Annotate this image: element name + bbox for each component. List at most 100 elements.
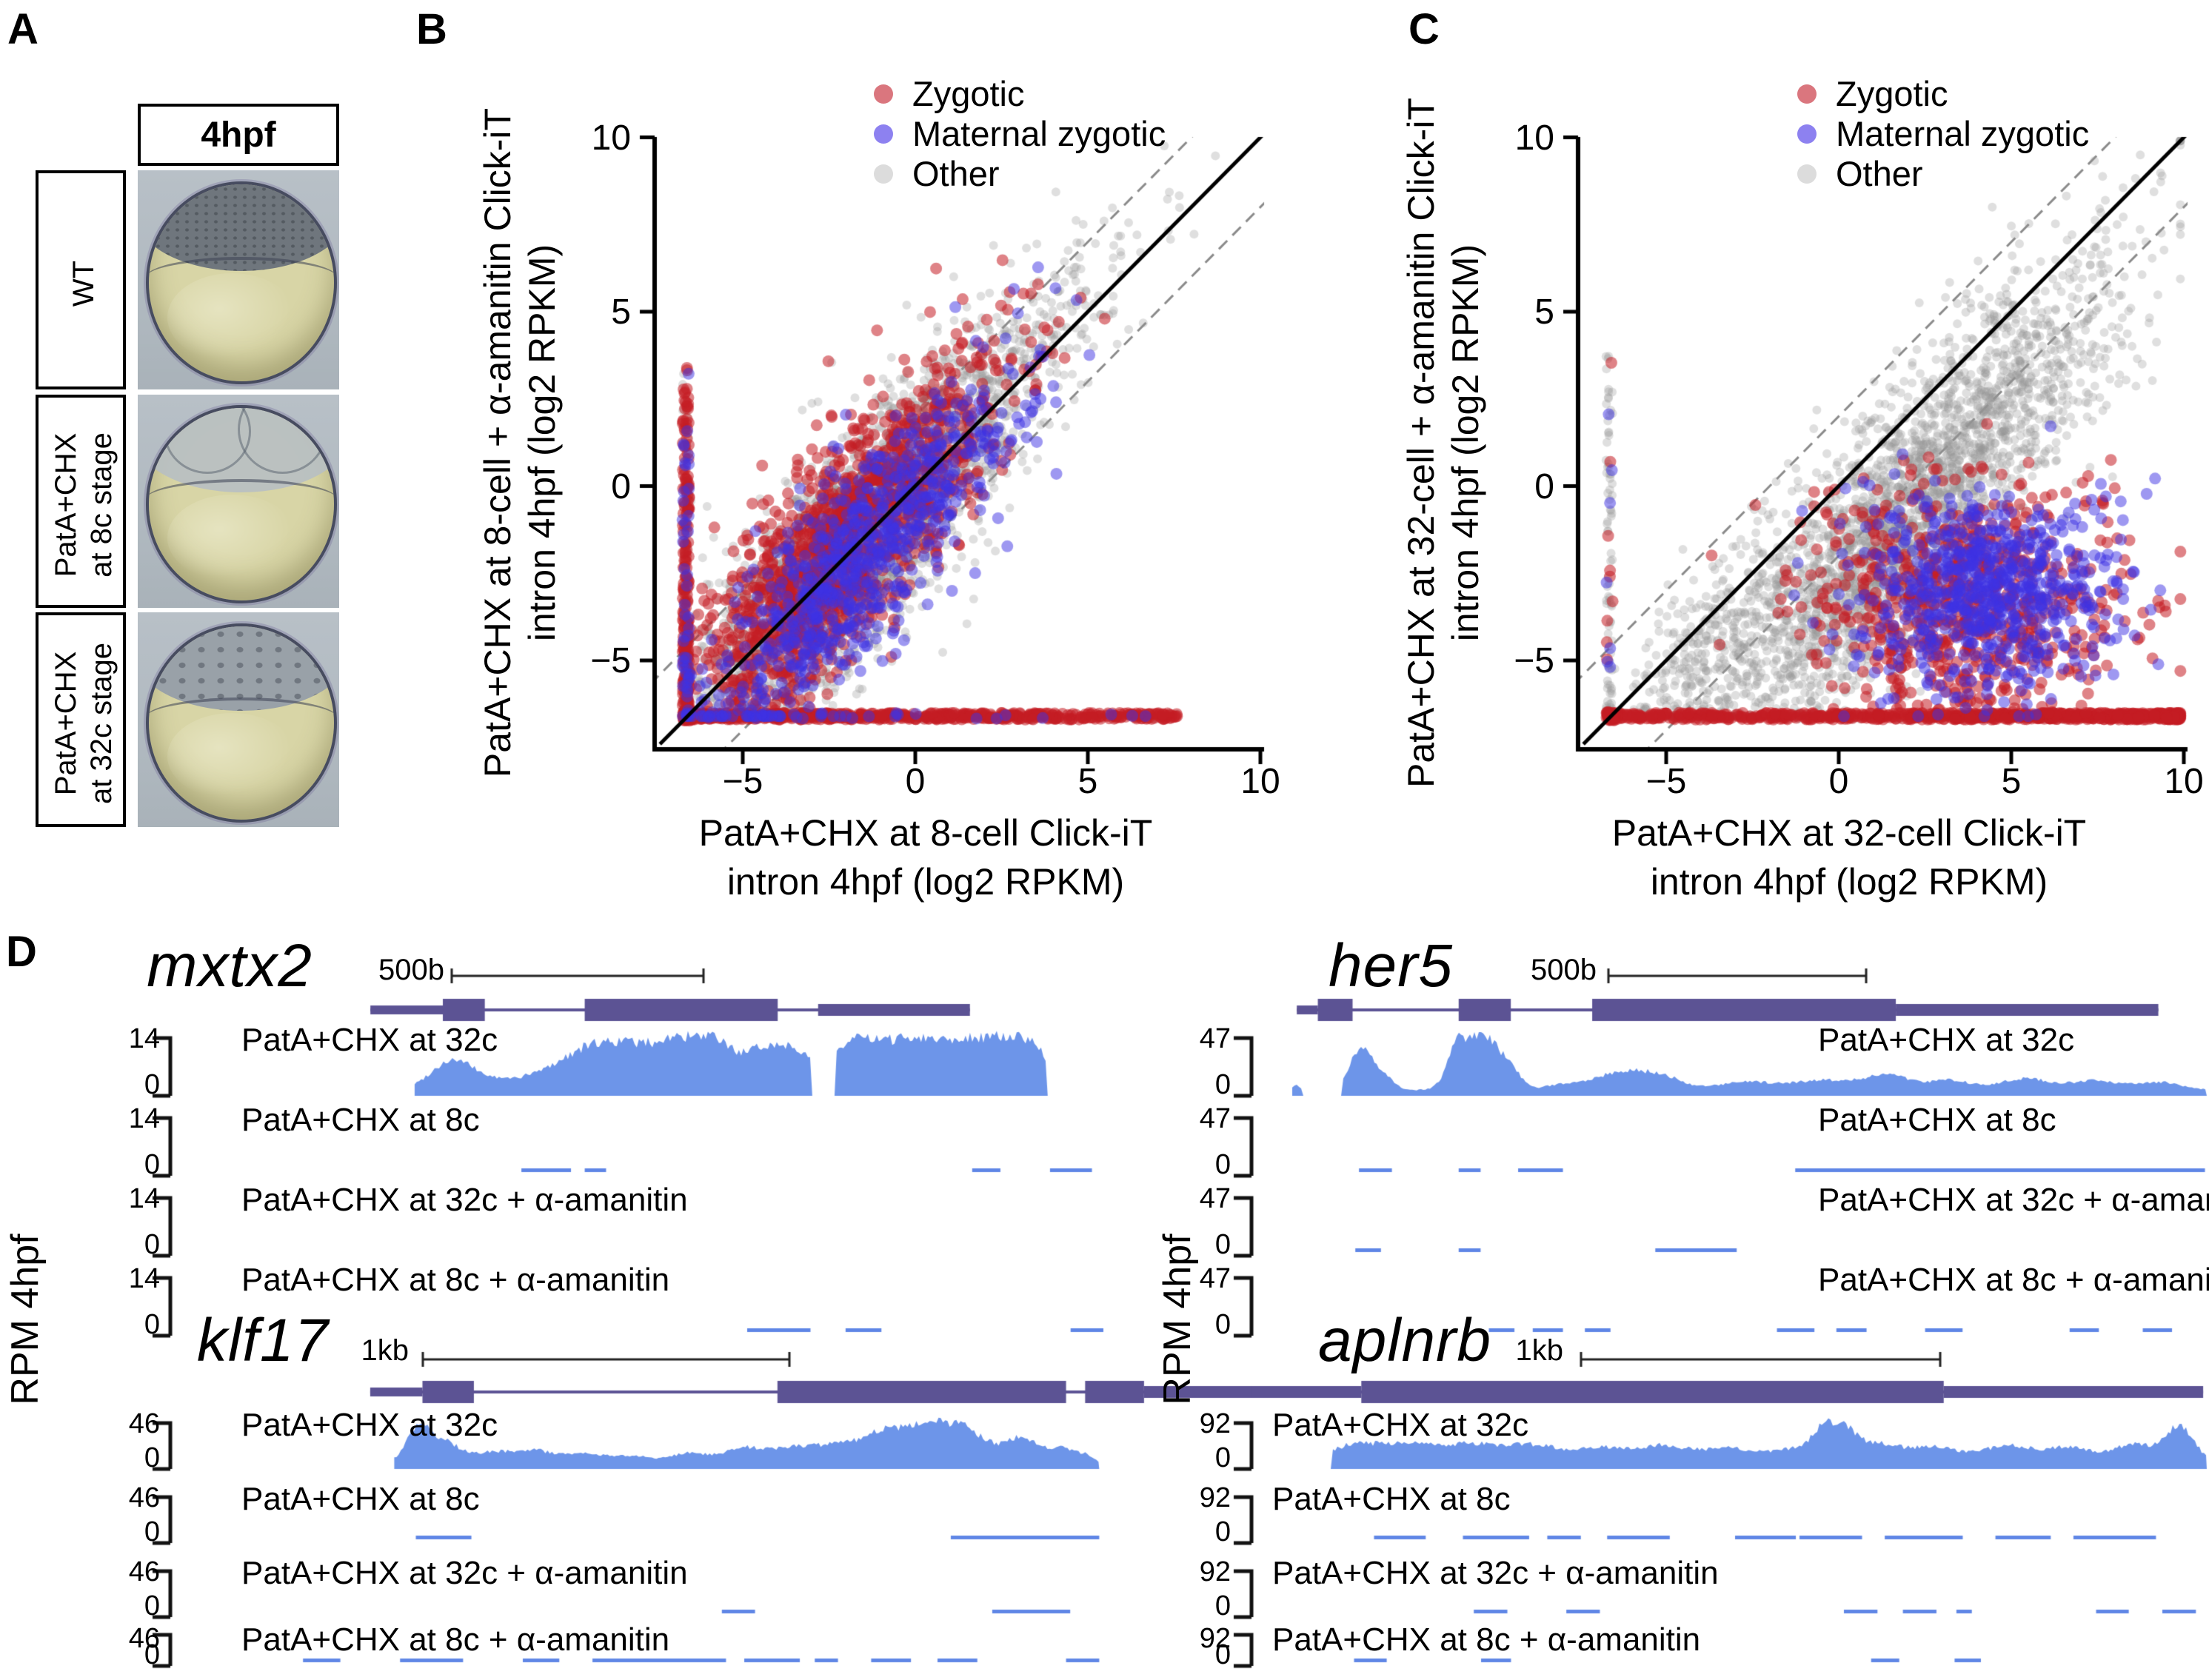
blastoderm-wt bbox=[148, 184, 335, 272]
y-tick-label: −5 bbox=[1514, 641, 1554, 680]
track-ymax: 47 bbox=[1199, 1023, 1231, 1054]
track-ymin: 0 bbox=[144, 1309, 160, 1340]
legend-label-zygotic: Zygotic bbox=[912, 74, 1025, 113]
legend-label-zygotic: Zygotic bbox=[1836, 74, 1948, 113]
track-ymax: 46 bbox=[128, 1408, 160, 1439]
track-label: PatA+CHX at 32c + α-amanitin bbox=[241, 1555, 688, 1591]
track-ymin: 0 bbox=[1214, 1149, 1231, 1180]
track-label: PatA+CHX at 8c + α-amanitin bbox=[241, 1622, 670, 1658]
y-tick-label: 10 bbox=[591, 118, 631, 158]
y-tick-label: −5 bbox=[590, 641, 631, 680]
track-ymin: 0 bbox=[144, 1069, 160, 1100]
embryo-32c bbox=[145, 623, 338, 823]
track-ymin: 0 bbox=[1214, 1590, 1231, 1622]
gene-title-mxtx2: mxtx2 bbox=[147, 932, 313, 1000]
x-tick-label: 10 bbox=[1240, 762, 1280, 801]
track-ymin: 0 bbox=[1214, 1442, 1231, 1473]
track-label: PatA+CHX at 8c bbox=[241, 1102, 480, 1138]
x-tick-label: 5 bbox=[2001, 762, 2022, 801]
x-tick-label: 5 bbox=[1077, 762, 1098, 801]
panel-a-header-label: 4hpf bbox=[201, 115, 276, 155]
panel-b-x-axis-label-line1: PatA+CHX at 8-cell Click-iT bbox=[698, 812, 1153, 854]
panel-c-y-axis-label-line2: intron 4hpf (log2 RPKM) bbox=[1445, 244, 1486, 642]
track-ymax: 47 bbox=[1199, 1263, 1231, 1294]
track-ymax: 92 bbox=[1199, 1482, 1231, 1513]
legend-dot-zygotic bbox=[874, 84, 893, 104]
scale-label-klf17: 1kb bbox=[361, 1334, 410, 1367]
yolk bbox=[167, 272, 298, 362]
y-tick-label: 5 bbox=[1534, 292, 1554, 332]
gene-title-her5: her5 bbox=[1328, 932, 1454, 1000]
embryo-image-32c bbox=[138, 612, 339, 827]
track-ymin: 0 bbox=[144, 1442, 160, 1473]
embryo-margin bbox=[148, 257, 335, 299]
panel-a-label-32c-line2: at 32c stage bbox=[85, 643, 118, 804]
track-label: PatA+CHX at 8c bbox=[241, 1481, 480, 1517]
yolk bbox=[167, 712, 298, 800]
panel-a-label-wt-line1: WT bbox=[67, 260, 100, 307]
track-label: PatA+CHX at 32c + α-amanitin bbox=[1818, 1182, 2209, 1218]
track-label: PatA+CHX at 8c + α-amanitin bbox=[241, 1262, 670, 1298]
x-tick-label: 0 bbox=[1828, 762, 1849, 801]
track-ymin: 0 bbox=[1214, 1069, 1231, 1100]
x-tick-label: 10 bbox=[2164, 762, 2204, 801]
track-label: PatA+CHX at 32c bbox=[1818, 1022, 2075, 1058]
y-tick-label: 5 bbox=[611, 292, 631, 332]
y-tick-label: 0 bbox=[611, 466, 631, 506]
panel-b-letter: B bbox=[416, 5, 447, 53]
track-ymax: 46 bbox=[128, 1482, 160, 1513]
panel-b-y-axis-label-line1: PatA+CHX at 8-cell + α-amanitin Click-iT bbox=[477, 107, 518, 778]
legend-dot-maternal-zygotic bbox=[874, 124, 893, 144]
track-label: PatA+CHX at 32c bbox=[1272, 1407, 1529, 1443]
legend-label-other: Other bbox=[1836, 154, 1923, 193]
panel-c-x-axis-label-line1: PatA+CHX at 32-cell Click-iT bbox=[1611, 812, 2087, 854]
panel-a-label-32c-line1: PatA+CHX bbox=[50, 651, 82, 796]
legend-dot-maternal-zygotic bbox=[1797, 124, 1817, 144]
x-tick-label: −5 bbox=[1645, 762, 1687, 801]
embryo-wt bbox=[145, 181, 338, 385]
legend-dot-other bbox=[1797, 164, 1817, 184]
track-ymax: 14 bbox=[128, 1263, 160, 1294]
panel-c-y-axis-label: PatA+CHX at 32-cell + α-amanitin Click-i… bbox=[1399, 73, 1495, 813]
panel-c-legend-zygotic: Zygotic bbox=[1797, 73, 1948, 114]
track-label: PatA+CHX at 32c bbox=[241, 1407, 498, 1443]
track-ymax: 14 bbox=[128, 1023, 160, 1054]
legend-label-maternal-zygotic: Maternal zygotic bbox=[912, 114, 1166, 153]
track-ymin: 0 bbox=[144, 1516, 160, 1547]
legend-label-maternal-zygotic: Maternal zygotic bbox=[1836, 114, 2090, 153]
track-label: PatA+CHX at 8c bbox=[1272, 1481, 1511, 1517]
panel-a-label-box-wt: WT bbox=[36, 170, 126, 389]
scale-label-her5: 500b bbox=[1531, 954, 1597, 986]
gene-title-aplnrb: aplnrb bbox=[1318, 1307, 1491, 1374]
track-ymin: 0 bbox=[1214, 1516, 1231, 1547]
panel-a-label-box-8c: PatA+CHX at 8c stage bbox=[36, 395, 126, 608]
panel-c-legend-maternal: Maternal zygotic bbox=[1797, 113, 2089, 154]
track-ymax: 14 bbox=[128, 1103, 160, 1134]
y-tick-label: 0 bbox=[1534, 466, 1554, 506]
panel-a-label-8c-line2: at 8c stage bbox=[85, 432, 118, 578]
panel-a-letter: A bbox=[7, 5, 39, 53]
panel-b-x-axis-label-line2: intron 4hpf (log2 RPKM) bbox=[726, 861, 1125, 903]
track-ymax: 46 bbox=[128, 1556, 160, 1587]
track-ymin: 0 bbox=[144, 1229, 160, 1260]
scale-label-aplnrb: 1kb bbox=[1515, 1334, 1564, 1367]
track-ymax: 46 bbox=[128, 1623, 160, 1654]
track-ymin: 0 bbox=[144, 1639, 160, 1670]
panel-c-letter: C bbox=[1408, 5, 1440, 53]
panel-b-y-axis-label: PatA+CHX at 8-cell + α-amanitin Click-iT… bbox=[475, 73, 572, 813]
panel-a-header-box: 4hpf bbox=[138, 104, 339, 166]
panel-c-y-axis-label-line1: PatA+CHX at 32-cell + α-amanitin Click-i… bbox=[1400, 98, 1442, 788]
track-ymin: 0 bbox=[144, 1149, 160, 1180]
gene-title-klf17: klf17 bbox=[196, 1307, 330, 1374]
panel-d-letter: D bbox=[6, 928, 37, 976]
panel-c-x-axis-label-line2: intron 4hpf (log2 RPKM) bbox=[1650, 861, 2048, 903]
rpm-4hpf-label-left: RPM 4hpf bbox=[4, 1234, 47, 1405]
track-label: PatA+CHX at 32c + α-amanitin bbox=[241, 1182, 688, 1218]
y-tick-label: 10 bbox=[1514, 118, 1554, 158]
yolk bbox=[167, 495, 298, 581]
track-ymin: 0 bbox=[144, 1590, 160, 1622]
track-ymin: 0 bbox=[1214, 1229, 1231, 1260]
track-label: PatA+CHX at 8c + α-amanitin bbox=[1272, 1622, 1701, 1658]
track-label: PatA+CHX at 8c bbox=[1818, 1102, 2056, 1138]
